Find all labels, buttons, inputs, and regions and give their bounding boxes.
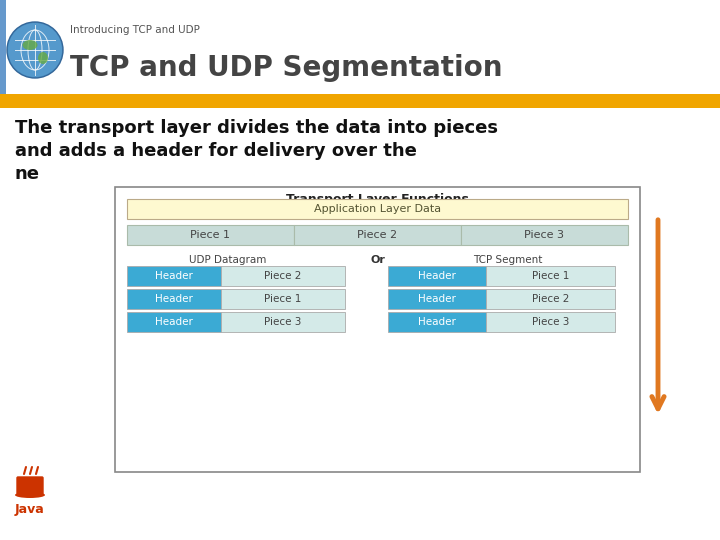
Text: Header: Header: [155, 271, 193, 281]
Bar: [221, 312, 345, 332]
Text: Application Layer Data: Application Layer Data: [314, 204, 441, 214]
Text: Header: Header: [418, 317, 456, 327]
Bar: [221, 266, 345, 286]
Text: Piece 3: Piece 3: [524, 230, 564, 240]
Bar: [0, 0, 6, 100]
Text: Java: Java: [15, 503, 45, 516]
Text: Piece 3: Piece 3: [532, 317, 570, 327]
Text: Header: Header: [155, 294, 193, 304]
Text: TCP Segment: TCP Segment: [473, 255, 542, 265]
Bar: [294, 225, 461, 245]
Bar: [127, 312, 221, 332]
Ellipse shape: [15, 492, 45, 498]
Bar: [461, 225, 628, 245]
Text: Piece 2: Piece 2: [532, 294, 570, 304]
Text: Piece 1: Piece 1: [264, 294, 302, 304]
Text: Transport Layer Functions: Transport Layer Functions: [286, 193, 469, 206]
Bar: [485, 312, 616, 332]
Bar: [0, 94, 720, 102]
Text: Piece 2: Piece 2: [264, 271, 302, 281]
Text: Or: Or: [370, 255, 385, 265]
Bar: [127, 289, 221, 309]
Text: and adds a header for delivery over the: and adds a header for delivery over the: [15, 142, 417, 160]
FancyBboxPatch shape: [17, 477, 43, 495]
Bar: [127, 199, 628, 219]
Ellipse shape: [38, 52, 48, 64]
Bar: [387, 289, 485, 309]
Bar: [127, 225, 294, 245]
Text: ne: ne: [15, 165, 40, 183]
Circle shape: [8, 23, 62, 77]
Text: Piece 3: Piece 3: [264, 317, 302, 327]
Bar: [115, 187, 640, 472]
Bar: [221, 289, 345, 309]
Text: TCP and UDP Segmentation: TCP and UDP Segmentation: [70, 54, 503, 82]
Ellipse shape: [22, 40, 37, 50]
Text: Header: Header: [418, 294, 456, 304]
Bar: [485, 289, 616, 309]
Bar: [127, 266, 221, 286]
Bar: [0, 100, 720, 108]
Bar: [0, 0, 720, 100]
Text: Header: Header: [155, 317, 193, 327]
Text: Header: Header: [418, 271, 456, 281]
Text: Piece 1: Piece 1: [532, 271, 570, 281]
Bar: [387, 266, 485, 286]
Text: UDP Datagram: UDP Datagram: [189, 255, 266, 265]
Bar: [485, 266, 616, 286]
Text: Piece 1: Piece 1: [191, 230, 230, 240]
Text: The transport layer divides the data into pieces: The transport layer divides the data int…: [15, 119, 498, 137]
Bar: [387, 312, 485, 332]
Text: Introducing TCP and UDP: Introducing TCP and UDP: [70, 25, 200, 35]
Circle shape: [7, 22, 63, 78]
Text: Piece 2: Piece 2: [357, 230, 397, 240]
Bar: [0, 100, 720, 540]
